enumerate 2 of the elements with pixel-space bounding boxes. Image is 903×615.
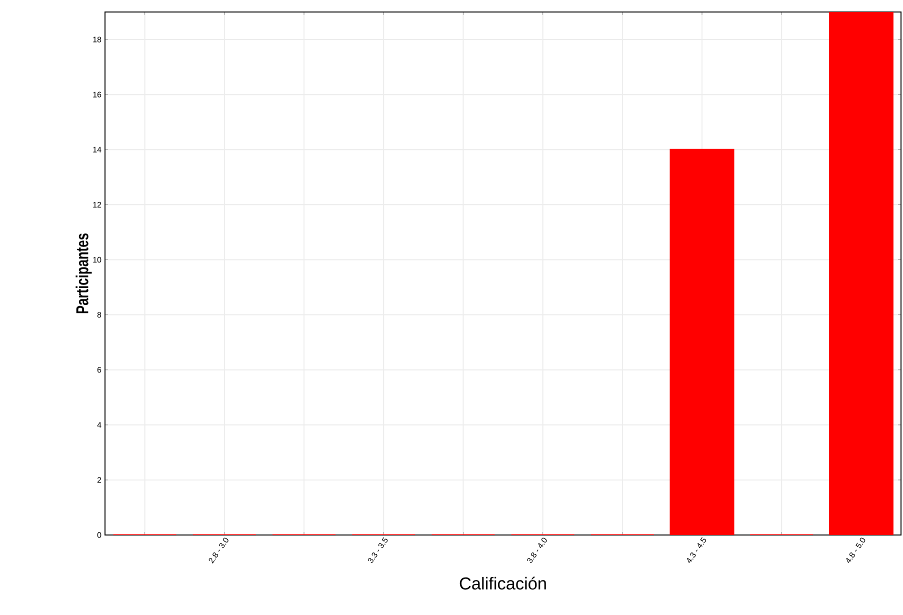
y-axis-title: Participantes (76, 233, 92, 314)
x-axis-title: Calificación (460, 576, 546, 590)
